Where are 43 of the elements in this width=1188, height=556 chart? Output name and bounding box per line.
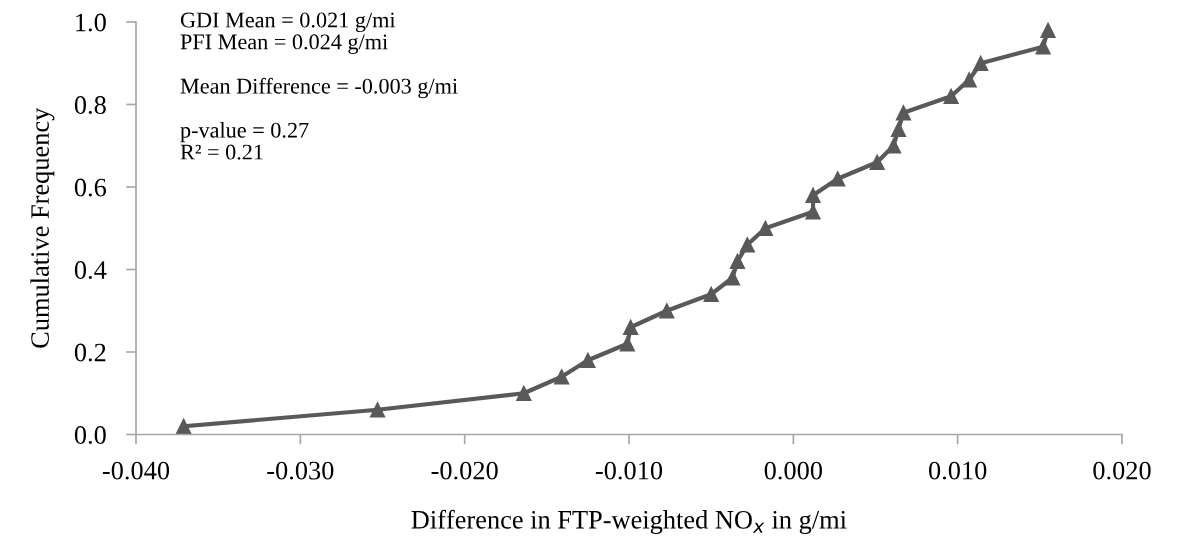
- annotation: Mean Difference = -0.003 g/mi: [180, 77, 458, 99]
- y-axis-title: Cumulative Frequency: [30, 107, 55, 348]
- point: [830, 171, 846, 187]
- point: [1040, 22, 1056, 38]
- y-tick-label: 1.0: [76, 13, 106, 32]
- point: [580, 352, 596, 368]
- point: [943, 88, 959, 104]
- point: [619, 336, 635, 352]
- x-tick-label: 0.000: [764, 461, 823, 480]
- point: [729, 253, 746, 269]
- x-tick-label: -0.040: [102, 461, 170, 480]
- point: [895, 105, 912, 121]
- point: [516, 385, 532, 401]
- y-tick-label: 0.6: [74, 178, 107, 197]
- point: [805, 187, 821, 203]
- x-axis-title: Difference in FTP-weighted NO$_{x}$ in g/mi: [411, 509, 847, 535]
- point: [1035, 39, 1051, 55]
- point: [885, 138, 902, 154]
- point: [659, 303, 675, 319]
- point: [623, 319, 639, 335]
- annotation: PFI Mean = 0.024 g/mi: [180, 34, 388, 54]
- annotation: p-value = 0.27: [180, 122, 309, 143]
- point: [739, 237, 755, 253]
- x-tick-label: -0.010: [595, 461, 663, 480]
- point: [869, 154, 885, 170]
- annotation: R² = 0.21: [180, 144, 263, 160]
- x-tick-label: 0.020: [1093, 461, 1151, 480]
- point: [724, 270, 741, 286]
- point: [961, 72, 977, 88]
- point: [553, 369, 570, 385]
- x-tick-label: -0.020: [431, 461, 498, 480]
- x-tick-label: 0.010: [928, 461, 987, 480]
- y-tick-label: 0.0: [74, 426, 106, 445]
- point: [973, 55, 989, 71]
- point: [890, 121, 907, 137]
- annotation: GDI Mean = 0.021 g/mi: [180, 12, 396, 33]
- x-tick-label: -0.030: [267, 461, 334, 480]
- point: [369, 402, 386, 418]
- point: [703, 286, 719, 302]
- y-tick-label: 0.4: [74, 261, 107, 280]
- point: [176, 418, 192, 434]
- y-tick-label: 0.8: [74, 96, 106, 115]
- y-tick-label: 0.2: [74, 343, 106, 362]
